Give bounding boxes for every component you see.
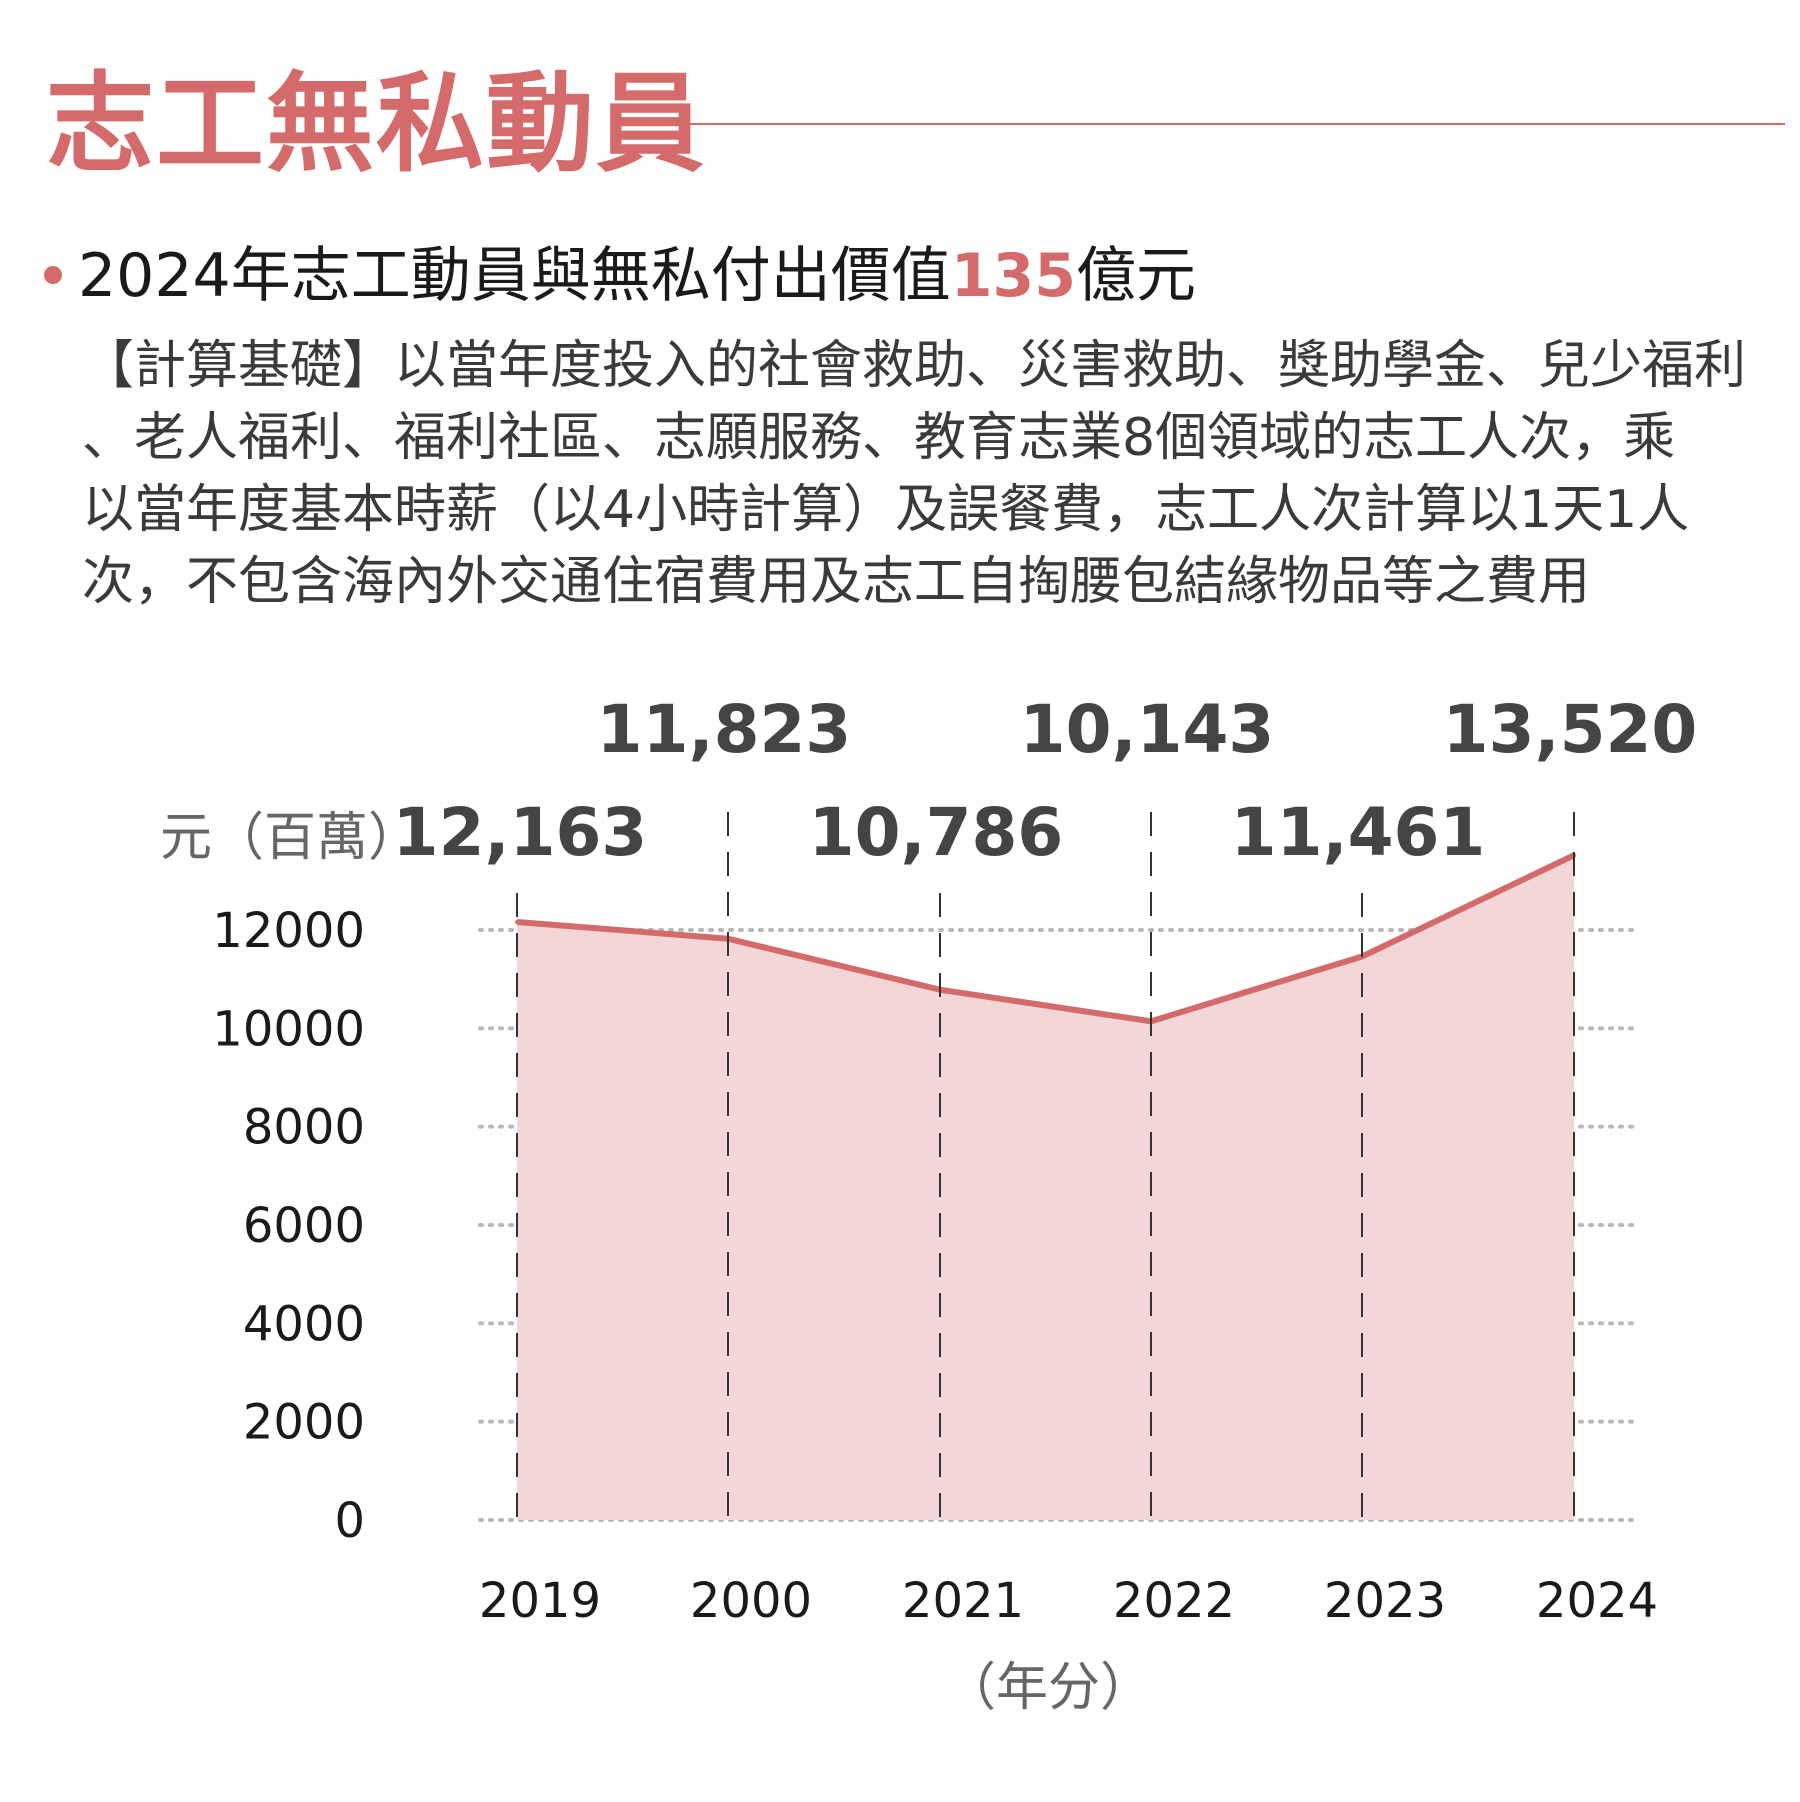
y-tick-label: 6000 (243, 1198, 365, 1254)
y-tick-label: 8000 (243, 1100, 365, 1156)
basis-line: 【計算基礎】以當年度投入的社會救助、災害救助、獎助學金、兒少福利 (82, 336, 1747, 396)
series-line (516, 852, 1576, 1025)
x-axis: 2019 2000 2021 2022 2023 2024 (479, 1573, 1658, 1629)
y-tick-label: 0 (334, 1493, 365, 1549)
x-tick-label: 2000 (690, 1573, 812, 1629)
x-tick-label: 2024 (1536, 1573, 1658, 1629)
y-tick-label: 4000 (243, 1296, 365, 1352)
data-label: 10,786 (809, 794, 1064, 871)
basis-line: 、老人福利、福利社區、志願服務、教育志業8個領域的志工人次，乘 (82, 408, 1676, 468)
calculation-basis: 【計算基礎】以當年度投入的社會救助、災害救助、獎助學金、兒少福利 、老人福利、福… (82, 330, 1752, 618)
y-tick-label: 10000 (212, 1001, 365, 1057)
y-tick-label: 12000 (212, 903, 365, 959)
x-tick-label: 2021 (902, 1573, 1024, 1629)
y-axis: 0 2000 4000 6000 8000 10000 12000 (212, 903, 365, 1549)
headline-prefix: 2024年志工動員與無私付出價值 (78, 241, 951, 311)
data-label: 10,143 (1020, 691, 1275, 768)
category-guides (516, 812, 1575, 1520)
data-label: 12,163 (393, 794, 648, 871)
data-point (515, 919, 519, 924)
headline-highlight: 135 (950, 241, 1076, 311)
basis-line: 以當年度基本時薪（以4小時計算）及誤餐費，志工人次計算以1天1人 (82, 480, 1690, 540)
page-title: 志工無私動員 (46, 62, 707, 187)
x-tick-label: 2022 (1113, 1573, 1235, 1629)
data-label: 11,461 (1231, 794, 1486, 871)
headline: 2024年志工動員與無私付出價值135億元 (44, 236, 1196, 316)
title-divider (625, 123, 1785, 125)
bullet-icon (44, 266, 62, 285)
area-fill (517, 855, 1574, 1520)
data-labels: 12,163 11,823 10,786 10,143 11,461 13,520 (393, 691, 1698, 871)
data-label: 13,520 (1443, 691, 1698, 768)
basis-line: 次，不包含海內外交通住宿費用及志工自掏腰包結緣物品等之費用 (82, 552, 1591, 612)
y-axis-label: 元（百萬） (160, 808, 420, 868)
data-label: 11,823 (597, 691, 852, 768)
x-tick-label: 2023 (1324, 1573, 1446, 1629)
y-tick-label: 2000 (243, 1395, 365, 1451)
x-axis-label: （年分） (944, 1658, 1152, 1718)
x-tick-label: 2019 (479, 1573, 601, 1629)
headline-suffix: 億元 (1075, 241, 1196, 311)
area-series (515, 852, 1576, 1520)
